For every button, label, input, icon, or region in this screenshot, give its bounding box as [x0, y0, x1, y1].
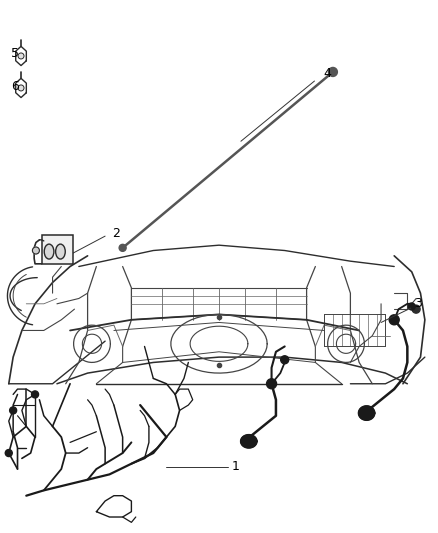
Ellipse shape	[44, 244, 54, 259]
Circle shape	[18, 53, 24, 59]
Text: 4: 4	[323, 67, 331, 80]
FancyBboxPatch shape	[42, 235, 73, 264]
Text: 1: 1	[232, 460, 240, 473]
Circle shape	[18, 85, 24, 91]
Circle shape	[328, 68, 337, 76]
Ellipse shape	[56, 244, 65, 259]
Circle shape	[10, 407, 17, 414]
Circle shape	[5, 449, 12, 457]
Ellipse shape	[359, 406, 374, 420]
Circle shape	[119, 244, 126, 252]
Text: 3: 3	[414, 297, 422, 310]
Circle shape	[32, 391, 39, 398]
Circle shape	[389, 315, 399, 325]
Text: 6: 6	[11, 80, 19, 93]
Circle shape	[267, 379, 276, 389]
Circle shape	[32, 247, 39, 254]
Text: 5: 5	[11, 47, 19, 60]
Circle shape	[281, 356, 289, 364]
Ellipse shape	[241, 435, 257, 448]
Text: 2: 2	[112, 227, 120, 240]
Circle shape	[412, 305, 420, 313]
Circle shape	[408, 303, 415, 310]
